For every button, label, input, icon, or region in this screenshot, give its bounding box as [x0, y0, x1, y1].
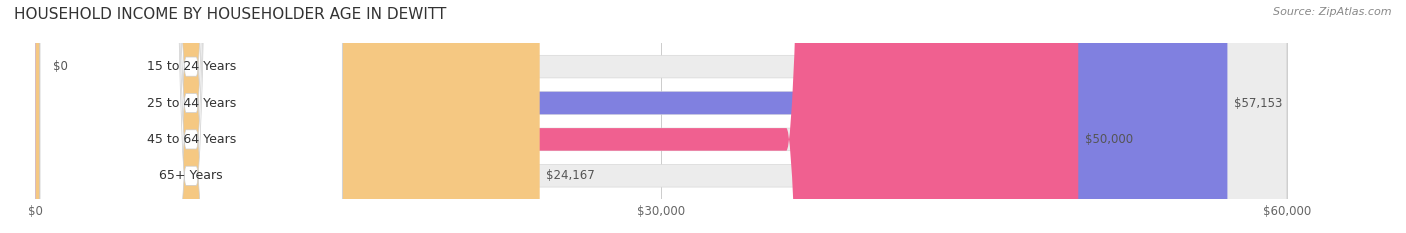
Text: 25 to 44 Years: 25 to 44 Years: [146, 96, 236, 110]
Text: $0: $0: [52, 60, 67, 73]
Text: HOUSEHOLD INCOME BY HOUSEHOLDER AGE IN DEWITT: HOUSEHOLD INCOME BY HOUSEHOLDER AGE IN D…: [14, 7, 447, 22]
FancyBboxPatch shape: [35, 0, 1286, 233]
Text: $24,167: $24,167: [546, 169, 595, 182]
Text: 15 to 24 Years: 15 to 24 Years: [146, 60, 236, 73]
FancyBboxPatch shape: [35, 0, 540, 233]
FancyBboxPatch shape: [39, 0, 342, 233]
FancyBboxPatch shape: [39, 0, 342, 233]
Text: 45 to 64 Years: 45 to 64 Years: [146, 133, 236, 146]
Text: Source: ZipAtlas.com: Source: ZipAtlas.com: [1274, 7, 1392, 17]
FancyBboxPatch shape: [35, 0, 1227, 233]
FancyBboxPatch shape: [39, 0, 342, 233]
FancyBboxPatch shape: [35, 0, 1286, 233]
Text: $50,000: $50,000: [1084, 133, 1133, 146]
FancyBboxPatch shape: [35, 0, 1078, 233]
Text: 65+ Years: 65+ Years: [159, 169, 224, 182]
Text: $57,153: $57,153: [1233, 96, 1282, 110]
FancyBboxPatch shape: [39, 0, 342, 233]
FancyBboxPatch shape: [35, 0, 1286, 233]
FancyBboxPatch shape: [35, 0, 1286, 233]
